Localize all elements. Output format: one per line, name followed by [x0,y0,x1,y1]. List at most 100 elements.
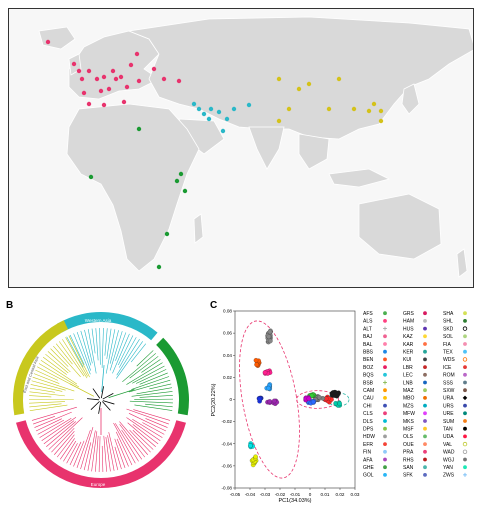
sample-point-europe [119,75,123,79]
sample-point-east-asia [337,77,341,81]
legend-label: EFR [363,442,373,448]
tree-branch [119,422,147,455]
legend-label: ALS [363,319,373,325]
tree-branch [70,384,94,396]
sample-point-east-asia [327,107,331,111]
legend-label: KAR [403,342,414,348]
legend-marker [383,458,387,462]
sample-point-africa [175,179,179,183]
legend-label: BBS [363,350,374,356]
legend-marker [463,396,468,401]
sample-point-europe [80,77,84,81]
legend-label: BQS [363,373,374,379]
y-tick-label: 0.02 [223,375,232,380]
clade-arcs [13,312,189,488]
pca-point [257,397,261,401]
legend-marker [383,411,387,415]
tree-branch [29,392,64,396]
legend-marker [423,465,427,469]
world-map-svg [9,9,474,288]
legend-marker [463,473,467,477]
legend-label: KAZ [403,334,413,340]
indonesia-landmass [329,169,389,187]
legend-marker [383,334,387,338]
legend-marker [423,396,427,400]
x-tick-label: 0 [309,492,312,497]
legend-label: LEC [403,373,413,379]
sample-point-europe [77,69,81,73]
tree-branch [133,410,170,421]
sample-point-africa [157,265,161,269]
legend-label: OUE [403,442,415,448]
sample-point-europe [102,75,106,79]
tree-branch [91,401,100,409]
legend-marker [383,435,387,439]
sample-point-africa [183,189,187,193]
sample-point-east-asia [367,109,371,113]
tree-branch [140,395,173,397]
sample-point-europe [137,79,141,83]
legend-marker [383,373,387,377]
sample-point-europe [135,52,139,56]
clade-label-western-asia: Western Asia [85,318,112,323]
legend-label: PRA [403,450,414,456]
clade-arc-3 [13,320,68,415]
legend-label: HDW [363,434,375,440]
legend-label: KUI [403,357,411,363]
legend-label: DLS [363,419,373,425]
legend-label: HUS [403,326,414,332]
legend-label: SKD [443,326,454,332]
legend-label: RHS [403,457,414,463]
x-tick-label: 0.03 [351,492,360,497]
pca-point [253,455,257,459]
tree-branch [33,377,75,391]
pca-point [337,401,341,405]
pca-point [272,399,276,403]
tree-branches [29,328,173,472]
legend-label: ROM [443,373,455,379]
legend-marker [463,365,467,369]
legend-marker [463,450,467,454]
legend-label: BOZ [363,365,373,371]
x-tick-label: -0.01 [290,492,301,497]
legend-marker [383,319,387,323]
legend-marker [463,381,467,385]
legend-marker [423,327,427,331]
legend-marker [383,442,387,446]
legend-marker [423,350,427,354]
sample-point-europe [162,77,166,81]
legend-label: CLS [363,411,373,417]
tree-branch [137,350,154,366]
tree-branch [29,396,51,397]
tree-branch [102,328,103,368]
legend-marker [383,358,387,362]
legend-label: AFS [363,311,373,317]
pca-point [263,370,267,374]
sample-point-europe [95,77,99,81]
legend-marker [383,404,387,408]
legend-marker [423,319,427,323]
legend-label: CAU [363,396,374,402]
sample-point-western-asia [221,129,225,133]
y-tick-label: 0.06 [223,331,232,336]
tree-branch [87,399,99,400]
legend-marker [423,404,427,408]
tree-branch [106,329,115,373]
sample-point-western-asia [217,110,221,114]
legend-label: SHL [443,319,453,325]
tree-branch [77,430,90,468]
legend-label: TEX [443,350,453,356]
y-axis-label: PC2(20.22%) [211,383,217,416]
sample-point-europe [177,79,181,83]
legend-marker [383,450,387,454]
pca-point [268,330,272,334]
legend-marker [463,419,467,423]
sample-point-europe [107,87,111,91]
legend-marker [463,327,467,331]
sample-point-western-asia [207,117,211,121]
pca-point [266,386,270,390]
tree-branch [133,430,153,449]
sample-point-western-asia [192,102,196,106]
legend-marker [383,342,387,346]
